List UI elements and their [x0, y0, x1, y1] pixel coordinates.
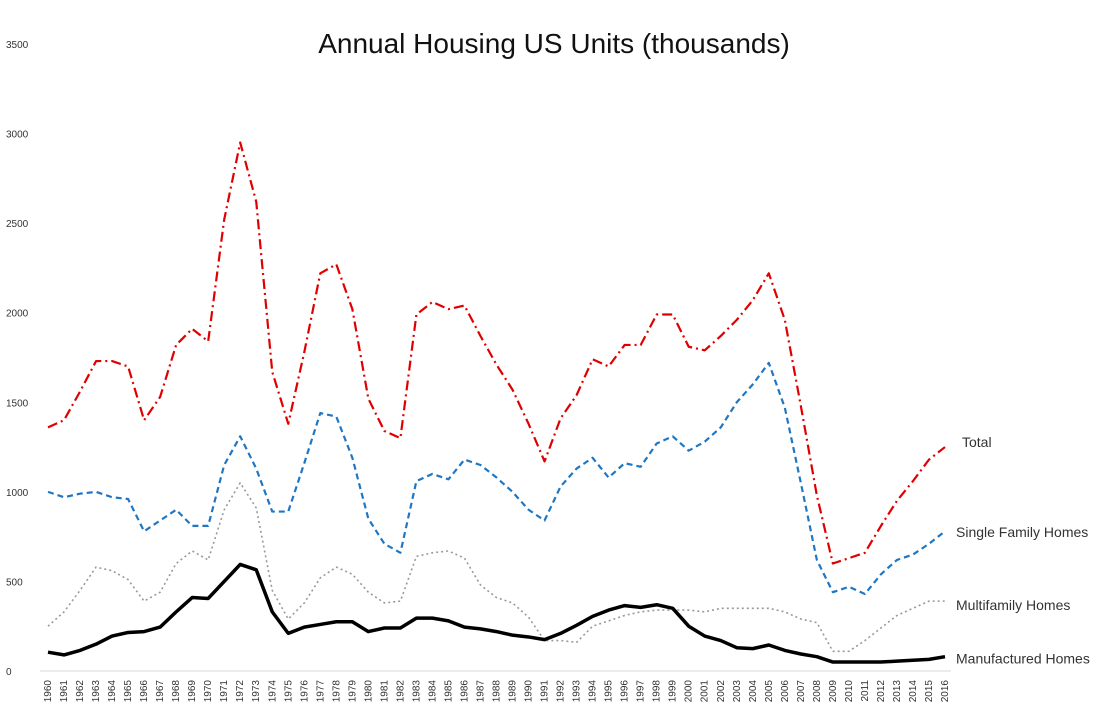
x-tick-label: 1966 — [139, 680, 150, 703]
series-label-total: Total — [962, 434, 992, 450]
series-label-manufactured-homes: Manufactured Homes — [956, 650, 1090, 666]
x-tick-label: 1993 — [572, 680, 583, 703]
x-axis-ticks: 1960 1961 1962 1963 1964 1965 1966 1967 1968 1969… — [43, 680, 951, 703]
x-tick-label: 1992 — [556, 680, 567, 703]
y-axis-ticks: 0 500 1000 1500 2000 2500 3000 3500 — [6, 40, 29, 678]
series-lines — [47, 141, 946, 664]
series-line-multifamily-homes — [47, 482, 945, 653]
x-tick-label: 1977 — [315, 680, 326, 703]
x-tick-label: 1970 — [203, 680, 214, 703]
x-tick-label: 1963 — [91, 680, 102, 703]
x-tick-label: 1974 — [267, 680, 278, 703]
series-label-multifamily-homes: Multifamily Homes — [956, 597, 1070, 613]
y-tick-label: 3000 — [6, 130, 29, 141]
x-tick-label: 1968 — [171, 680, 182, 703]
x-tick-label: 1969 — [187, 680, 198, 703]
x-tick-label: 1961 — [59, 680, 70, 703]
x-tick-label: 1991 — [540, 680, 551, 703]
x-tick-label: 1975 — [283, 680, 294, 703]
x-tick-label: 1996 — [620, 680, 631, 703]
x-tick-label: 1976 — [299, 680, 310, 703]
x-tick-label: 1987 — [475, 680, 486, 703]
x-tick-label: 1972 — [235, 680, 246, 703]
x-tick-label: 2014 — [908, 680, 919, 703]
x-tick-label: 2008 — [812, 680, 823, 703]
x-tick-label: 2012 — [876, 680, 887, 703]
x-tick-label: 1983 — [411, 680, 422, 703]
x-tick-label: 1984 — [427, 680, 438, 703]
series-line-manufactured-homes — [47, 562, 946, 664]
x-tick-label: 2002 — [716, 680, 727, 703]
y-tick-label: 0 — [6, 667, 12, 678]
y-tick-label: 2000 — [6, 309, 29, 320]
x-tick-label: 1982 — [395, 680, 406, 703]
x-tick-label: 1988 — [492, 680, 503, 703]
x-tick-label: 1978 — [331, 680, 342, 703]
x-tick-label: 2007 — [796, 680, 807, 703]
y-tick-label: 2500 — [6, 219, 29, 230]
x-tick-label: 1960 — [43, 680, 54, 703]
x-tick-label: 2000 — [684, 680, 695, 703]
x-tick-label: 1967 — [155, 680, 166, 703]
x-tick-label: 2010 — [844, 680, 855, 703]
x-tick-label: 2004 — [748, 680, 759, 703]
x-tick-label: 1971 — [219, 680, 230, 703]
x-tick-label: 1962 — [75, 680, 86, 703]
y-tick-label: 1500 — [6, 398, 29, 409]
x-tick-label: 2003 — [732, 680, 743, 703]
x-tick-label: 1990 — [524, 680, 535, 703]
x-tick-label: 2015 — [924, 680, 935, 703]
x-tick-label: 1980 — [363, 680, 374, 703]
x-tick-label: 1964 — [107, 680, 118, 703]
x-tick-label: 2005 — [764, 680, 775, 703]
x-tick-label: 1994 — [588, 680, 599, 703]
y-tick-label: 500 — [6, 577, 23, 588]
x-tick-label: 2001 — [700, 680, 711, 703]
series-label-single-family-homes: Single Family Homes — [956, 524, 1088, 540]
x-tick-label: 1989 — [508, 680, 519, 703]
x-tick-label: 2016 — [940, 680, 951, 703]
y-tick-label: 1000 — [6, 488, 29, 499]
series-line-total — [47, 141, 946, 565]
y-tick-label: 3500 — [6, 40, 29, 51]
x-tick-label: 1998 — [652, 680, 663, 703]
x-tick-label: 2006 — [780, 680, 791, 703]
x-tick-label: 2011 — [860, 680, 871, 702]
x-tick-label: 1981 — [379, 680, 390, 703]
x-tick-label: 1986 — [459, 680, 470, 703]
x-tick-label: 1999 — [668, 680, 679, 703]
x-tick-label: 1979 — [347, 680, 358, 703]
x-tick-label: 1985 — [443, 680, 454, 703]
x-tick-label: 1965 — [123, 680, 134, 703]
chart-title: Annual Housing US Units (thousands) — [318, 28, 790, 59]
x-tick-label: 1997 — [636, 680, 647, 703]
x-tick-label: 1973 — [251, 680, 262, 703]
x-tick-label: 2009 — [828, 680, 839, 703]
series-line-single-family-homes — [47, 361, 946, 596]
series-labels: Total Single Family Homes Multifamily Home… — [956, 434, 1090, 667]
x-tick-label: 2013 — [892, 680, 903, 703]
x-tick-label: 1995 — [604, 680, 615, 703]
